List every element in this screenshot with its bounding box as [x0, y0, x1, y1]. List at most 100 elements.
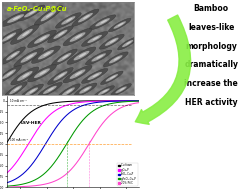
Ellipse shape: [72, 9, 99, 26]
Ellipse shape: [14, 87, 20, 91]
Ellipse shape: [63, 65, 92, 83]
Ellipse shape: [20, 52, 37, 63]
Ellipse shape: [101, 71, 123, 85]
Ellipse shape: [70, 32, 85, 42]
Ellipse shape: [18, 5, 45, 21]
Ellipse shape: [19, 84, 43, 99]
Ellipse shape: [10, 24, 39, 44]
Ellipse shape: [29, 89, 35, 93]
Text: a-FeOₓ-Cu₃P@Cu: a-FeOₓ-Cu₃P@Cu: [6, 5, 67, 11]
Ellipse shape: [6, 51, 20, 60]
Ellipse shape: [85, 50, 112, 65]
Ellipse shape: [57, 53, 71, 62]
Legend: Cu foam, g-Cu₃P, FeOₓ-Cu₃P, g-FeOₓ-Cu₃P, 20% Pt/C: Cu foam, g-Cu₃P, FeOₓ-Cu₃P, g-FeOₓ-Cu₃P,…: [117, 163, 138, 186]
Ellipse shape: [48, 26, 73, 43]
Ellipse shape: [81, 32, 108, 46]
Ellipse shape: [96, 55, 103, 59]
Ellipse shape: [58, 32, 65, 36]
Ellipse shape: [105, 38, 119, 46]
Ellipse shape: [28, 30, 56, 48]
Ellipse shape: [79, 53, 86, 57]
Ellipse shape: [26, 54, 33, 59]
Text: 100 mA cm⁻²: 100 mA cm⁻²: [10, 138, 28, 142]
Ellipse shape: [91, 53, 106, 62]
Ellipse shape: [78, 13, 93, 22]
Ellipse shape: [0, 47, 25, 64]
Ellipse shape: [17, 71, 32, 81]
Ellipse shape: [62, 55, 69, 59]
Ellipse shape: [4, 82, 27, 98]
Ellipse shape: [81, 69, 108, 83]
Ellipse shape: [7, 34, 13, 39]
Text: leaves-like: leaves-like: [188, 23, 234, 32]
Ellipse shape: [109, 55, 122, 63]
Ellipse shape: [38, 82, 62, 97]
Ellipse shape: [43, 52, 51, 56]
Ellipse shape: [66, 18, 72, 22]
Ellipse shape: [83, 15, 90, 19]
Text: dramatically: dramatically: [184, 60, 238, 70]
Ellipse shape: [79, 86, 92, 94]
Ellipse shape: [110, 76, 116, 79]
Ellipse shape: [56, 84, 80, 100]
Ellipse shape: [31, 46, 60, 63]
Ellipse shape: [113, 21, 126, 29]
Ellipse shape: [70, 69, 85, 79]
Ellipse shape: [9, 85, 22, 94]
Ellipse shape: [48, 67, 73, 84]
Ellipse shape: [51, 49, 77, 66]
Ellipse shape: [126, 41, 131, 45]
Ellipse shape: [22, 31, 29, 36]
Ellipse shape: [39, 70, 47, 75]
Ellipse shape: [17, 29, 33, 40]
Ellipse shape: [87, 35, 102, 43]
Ellipse shape: [92, 74, 99, 77]
Ellipse shape: [110, 39, 116, 43]
Ellipse shape: [118, 37, 138, 50]
Ellipse shape: [99, 34, 124, 49]
Ellipse shape: [93, 86, 114, 98]
Ellipse shape: [103, 52, 128, 67]
Ellipse shape: [0, 29, 22, 45]
Ellipse shape: [63, 28, 92, 46]
Ellipse shape: [84, 88, 89, 91]
Ellipse shape: [58, 73, 65, 77]
Ellipse shape: [95, 18, 110, 26]
Ellipse shape: [102, 90, 108, 93]
Text: LSV-HER: LSV-HER: [20, 122, 41, 125]
Ellipse shape: [13, 16, 20, 20]
Ellipse shape: [34, 68, 50, 78]
Ellipse shape: [14, 48, 44, 67]
Ellipse shape: [25, 88, 38, 96]
Ellipse shape: [120, 88, 125, 91]
Ellipse shape: [100, 20, 107, 24]
Ellipse shape: [29, 10, 36, 14]
Ellipse shape: [7, 14, 24, 23]
Ellipse shape: [75, 34, 82, 39]
Ellipse shape: [74, 83, 97, 97]
Ellipse shape: [115, 86, 127, 93]
FancyArrowPatch shape: [135, 15, 191, 124]
Ellipse shape: [0, 65, 21, 83]
Text: morphology: morphology: [185, 42, 237, 51]
Ellipse shape: [98, 88, 110, 95]
Ellipse shape: [114, 57, 120, 61]
Ellipse shape: [122, 40, 133, 47]
Ellipse shape: [11, 67, 39, 85]
Ellipse shape: [73, 51, 90, 60]
Ellipse shape: [106, 74, 118, 82]
Ellipse shape: [7, 71, 13, 76]
Ellipse shape: [38, 50, 54, 60]
Ellipse shape: [118, 23, 123, 26]
Ellipse shape: [24, 9, 39, 17]
Ellipse shape: [55, 13, 81, 28]
Ellipse shape: [34, 6, 63, 26]
Ellipse shape: [111, 84, 131, 96]
Ellipse shape: [11, 53, 17, 57]
Ellipse shape: [87, 72, 102, 80]
Ellipse shape: [67, 47, 96, 64]
Ellipse shape: [53, 30, 67, 39]
Ellipse shape: [28, 64, 56, 82]
Ellipse shape: [41, 10, 56, 21]
Ellipse shape: [108, 18, 131, 32]
